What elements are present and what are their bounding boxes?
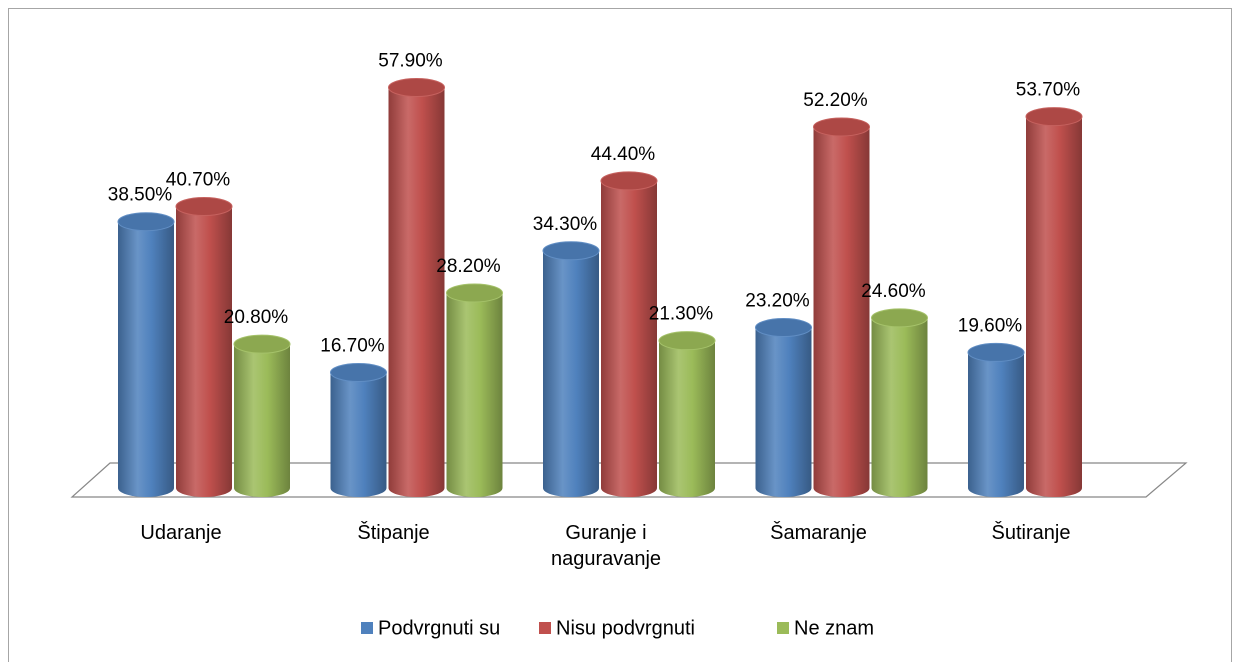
data-label: 57.90% [378,51,443,72]
data-label: 24.60% [861,281,926,302]
cylinder [330,372,387,488]
data-label: 16.70% [320,336,385,357]
legend-swatch [777,622,789,634]
legend-label: Ne znam [794,617,874,639]
x-tick-label: Guranje i naguravanje [550,522,662,570]
data-label: 19.60% [958,315,1023,336]
cylinder [234,344,290,488]
cylinder-top [117,212,175,232]
cylinder [118,221,174,489]
x-tick-label: Štipanje [357,522,430,544]
data-label: 40.70% [166,170,231,191]
cylinder [968,352,1024,488]
cylinder-top [1025,107,1083,127]
data-label: 20.80% [224,307,289,328]
legend-swatch [539,622,551,634]
chart-border [8,8,1232,662]
cylinder [601,180,657,488]
data-label: 44.40% [591,144,656,165]
cylinder [446,292,503,488]
cylinder-top [658,331,716,351]
cylinder-top [755,318,812,338]
cylinder-top [175,196,233,216]
cylinder-top [967,342,1025,362]
data-label: 28.20% [436,256,501,277]
cylinder-top [542,241,600,261]
cylinder [176,206,232,488]
cylinder-top [813,117,870,137]
data-label: 34.30% [533,214,598,235]
cylinder [659,340,715,488]
data-label: 53.70% [1016,80,1081,101]
cylinder [1026,116,1082,488]
cylinder-top [446,283,503,303]
x-tick-label: Šamaranje [770,522,867,544]
cylinder [543,250,599,488]
legend-swatch [361,622,373,634]
cylinder-top [388,78,445,98]
data-label: 52.20% [803,90,868,111]
cylinder-top [600,171,658,191]
cylinder-top [871,308,928,328]
cylinder [755,327,812,488]
x-tick-label: Udaranje [140,522,222,544]
data-label: 21.30% [649,304,714,325]
cylinder [388,87,445,489]
cylinder [871,317,928,488]
x-tick-label: Šutiranje [991,522,1071,544]
cylinder [813,126,870,488]
legend-label: Podvrgnuti su [378,617,500,639]
data-label: 23.20% [745,291,810,312]
cylinder-top [233,334,291,354]
data-label: 38.50% [108,185,173,206]
legend-label: Nisu podvrgnuti [556,617,695,639]
cylinder-top [330,362,387,382]
